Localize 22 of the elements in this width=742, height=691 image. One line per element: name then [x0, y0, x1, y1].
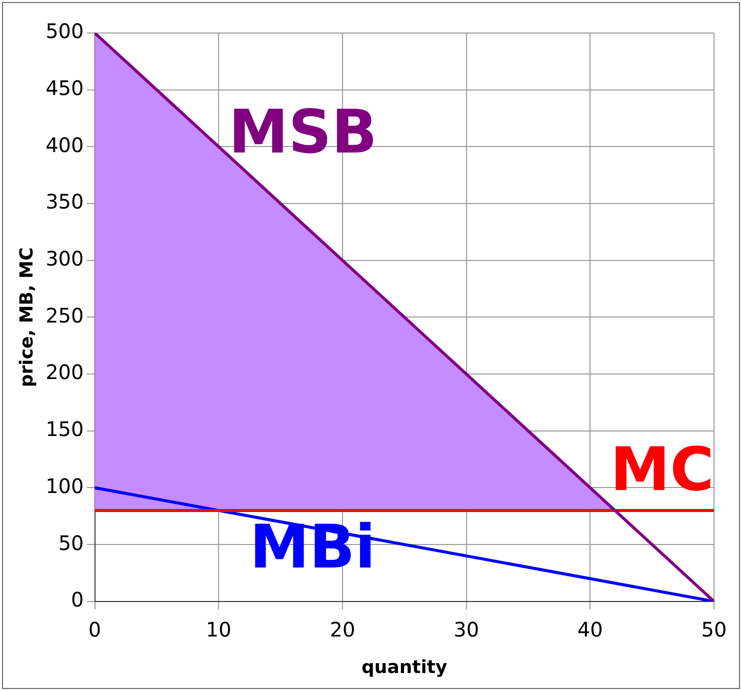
x-tick-label: 20: [330, 618, 356, 642]
y-tick-label: 100: [46, 474, 84, 498]
x-tick-label: 30: [454, 618, 480, 642]
y-tick-label: 0: [71, 588, 84, 612]
y-axis-title: price, MB, MC: [16, 247, 38, 388]
x-tick-label: 10: [206, 618, 232, 642]
y-tick-label: 150: [46, 417, 84, 442]
x-tick-label: 50: [701, 618, 727, 642]
x-tick-label: 0: [88, 618, 102, 642]
y-tick-label: 250: [46, 303, 84, 328]
x-axis-title: quantity: [361, 656, 448, 678]
y-tick-label: 200: [46, 360, 84, 384]
y-tick-label: 450: [46, 76, 84, 100]
y-tick-label: 350: [46, 190, 84, 214]
y-tick-label: 400: [46, 132, 84, 157]
y-tick-label: 500: [46, 19, 84, 44]
y-tick-label: 300: [46, 246, 84, 271]
y-tick-label: 50: [58, 530, 84, 555]
series-label: MBi: [250, 512, 376, 583]
x-tick-label: 40: [577, 618, 603, 642]
series-label: MSB: [228, 97, 378, 168]
series-label: MC: [610, 435, 714, 506]
